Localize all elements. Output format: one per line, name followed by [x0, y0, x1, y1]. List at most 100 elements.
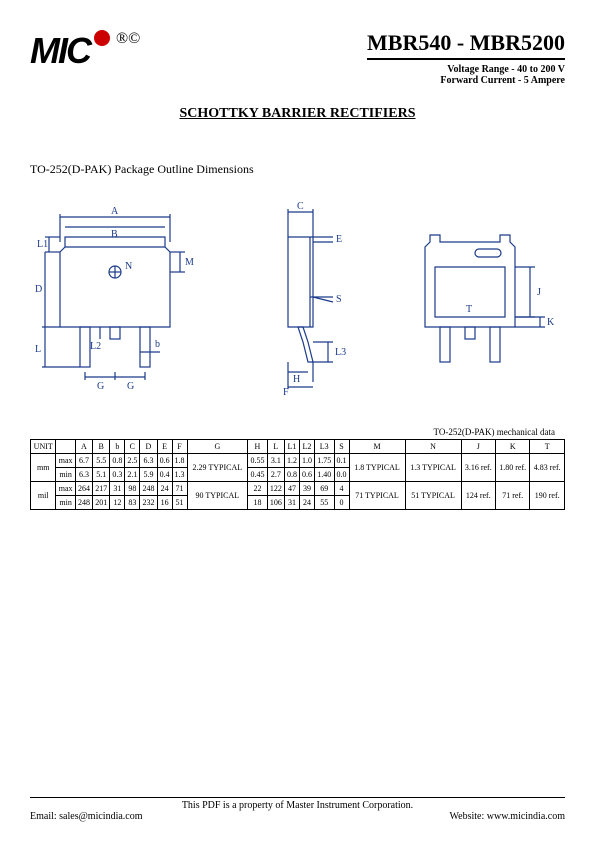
table-cell: mil — [31, 482, 56, 510]
table-cell: 248 — [75, 496, 92, 510]
table-cell: 2.29 TYPICAL — [187, 454, 248, 482]
table-cell: 122 — [267, 482, 284, 496]
table-cell: 106 — [267, 496, 284, 510]
table-cell: 124 ref. — [461, 482, 495, 510]
table-cell: 51 TYPICAL — [405, 482, 461, 510]
table-cell: 71 — [172, 482, 187, 496]
forward-current: Forward Current - 5 Ampere — [367, 75, 565, 86]
table-header-cell: F — [172, 440, 187, 454]
table-header-cell: D — [140, 440, 157, 454]
table-cell: 217 — [93, 482, 110, 496]
logo-text: MIC — [30, 30, 110, 72]
svg-text:L1: L1 — [37, 239, 48, 250]
table-cell: 0.8 — [285, 468, 300, 482]
logo: MIC ®© — [30, 30, 140, 72]
table-cell: 24 — [299, 496, 314, 510]
table-cell: 232 — [140, 496, 157, 510]
table-cell: max — [56, 454, 75, 468]
table-header-cell: L — [267, 440, 284, 454]
table-cell: 264 — [75, 482, 92, 496]
table-cell: 1.8 — [172, 454, 187, 468]
table-cell: 248 — [140, 482, 157, 496]
table-header-cell: UNIT — [31, 440, 56, 454]
table-header-cell: B — [93, 440, 110, 454]
table-cell: 55 — [314, 496, 334, 510]
table-cell: 47 — [285, 482, 300, 496]
header-right: MBR540 - MBR5200 Voltage Range - 40 to 2… — [367, 30, 565, 86]
table-cell: 1.3 — [172, 468, 187, 482]
header: MIC ®© MBR540 - MBR5200 Voltage Range - … — [30, 30, 565, 86]
table-header-cell: S — [334, 440, 349, 454]
table-cell: min — [56, 468, 75, 482]
table-cell: 0.3 — [110, 468, 125, 482]
table-cell: max — [56, 482, 75, 496]
table-cell: 1.3 TYPICAL — [405, 454, 461, 482]
table-cell: 71 TYPICAL — [349, 482, 405, 510]
svg-text:N: N — [125, 261, 132, 272]
table-cell: 24 — [157, 482, 172, 496]
table-header-cell: L2 — [299, 440, 314, 454]
table-cell: 3.16 ref. — [461, 454, 495, 482]
footer: This PDF is a property of Master Instrum… — [30, 797, 565, 822]
svg-text:B: B — [111, 229, 118, 240]
table-cell: 12 — [110, 496, 125, 510]
table-cell: 39 — [299, 482, 314, 496]
table-cell: 6.3 — [75, 468, 92, 482]
table-cell: 190 ref. — [530, 482, 565, 510]
dimensions-table: UNITABbCDEFGHLL1L2L3SMNJKT mmmax6.75.50.… — [30, 439, 565, 510]
table-header-cell: A — [75, 440, 92, 454]
table-cell: 4.83 ref. — [530, 454, 565, 482]
table-cell: 2.5 — [125, 454, 140, 468]
table-cell: 6.3 — [140, 454, 157, 468]
table-cell: 0 — [334, 496, 349, 510]
table-header-cell: E — [157, 440, 172, 454]
footer-website: Website: www.micindia.com — [450, 811, 565, 822]
package-diagrams: N A B L1 — [30, 197, 565, 397]
table-cell: 2.7 — [267, 468, 284, 482]
table-header-cell — [56, 440, 75, 454]
table-cell: 4 — [334, 482, 349, 496]
table-header-cell: T — [530, 440, 565, 454]
part-range: MBR540 - MBR5200 — [367, 30, 565, 56]
table-cell: 1.2 — [285, 454, 300, 468]
table-caption: TO-252(D-PAK) mechanical data — [30, 427, 565, 437]
svg-text:K: K — [547, 317, 555, 328]
table-row: mmmax6.75.50.82.56.30.61.82.29 TYPICAL0.… — [31, 454, 565, 468]
svg-text:T: T — [466, 304, 472, 315]
table-header-cell: C — [125, 440, 140, 454]
table-cell: mm — [31, 454, 56, 482]
table-header-cell: J — [461, 440, 495, 454]
table-cell: 0.0 — [334, 468, 349, 482]
svg-text:S: S — [336, 294, 342, 305]
table-cell: 51 — [172, 496, 187, 510]
footer-email: Email: sales@micindia.com — [30, 811, 143, 822]
svg-text:A: A — [111, 206, 119, 217]
table-cell: 6.7 — [75, 454, 92, 468]
svg-text:D: D — [35, 284, 42, 295]
table-cell: 69 — [314, 482, 334, 496]
svg-text:M: M — [185, 257, 194, 268]
table-cell: 16 — [157, 496, 172, 510]
table-cell: 83 — [125, 496, 140, 510]
table-cell: 1.75 — [314, 454, 334, 468]
svg-text:E: E — [336, 234, 342, 245]
table-cell: 71 ref. — [496, 482, 530, 510]
table-cell: 2.1 — [125, 468, 140, 482]
svg-text:F: F — [283, 387, 289, 397]
footer-owner: This PDF is a property of Master Instrum… — [30, 800, 565, 811]
section-title: SCHOTTKY BARRIER RECTIFIERS — [30, 106, 565, 122]
table-cell: 0.55 — [248, 454, 268, 468]
table-cell: min — [56, 496, 75, 510]
svg-text:L3: L3 — [335, 347, 346, 358]
svg-text:C: C — [297, 201, 304, 212]
table-header-cell: M — [349, 440, 405, 454]
table-cell: 201 — [93, 496, 110, 510]
table-cell: 0.8 — [110, 454, 125, 468]
table-cell: 1.8 TYPICAL — [349, 454, 405, 482]
table-cell: 5.9 — [140, 468, 157, 482]
table-cell: 1.0 — [299, 454, 314, 468]
table-cell: 1.40 — [314, 468, 334, 482]
svg-text:L: L — [35, 344, 41, 355]
table-header-cell: L3 — [314, 440, 334, 454]
table-cell: 0.4 — [157, 468, 172, 482]
